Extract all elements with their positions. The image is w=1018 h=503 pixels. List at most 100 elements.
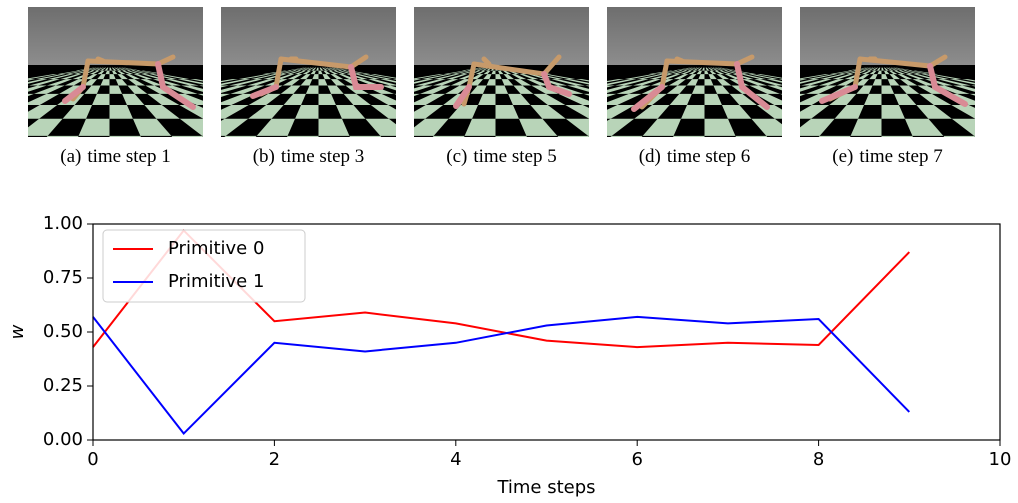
floor-tile (696, 70, 703, 75)
floor-tile (857, 67, 872, 71)
floor-tile (65, 70, 86, 75)
floor-tile (692, 67, 700, 71)
floor-tile (246, 79, 276, 86)
floor-tile (84, 74, 98, 80)
floor-tile (248, 93, 281, 105)
floor-tile (318, 93, 336, 105)
floor-tile (881, 135, 913, 137)
floor-tile (919, 93, 952, 105)
robot-leg (348, 64, 384, 90)
floor-tile (893, 70, 906, 75)
floor-tile (575, 79, 589, 82)
floor-tile (886, 67, 894, 71)
floor-tile (128, 79, 146, 86)
floor-tile (432, 135, 465, 137)
x-tick-label: 10 (989, 449, 1012, 470)
floor-tile (514, 79, 532, 86)
floor-tile (666, 85, 687, 94)
floor-tile (888, 70, 898, 75)
floor-tile (28, 118, 63, 136)
scene-image (0, 7, 396, 137)
floor-tile (607, 118, 635, 136)
floor-tile (97, 70, 105, 75)
floor-tile (394, 93, 396, 95)
floor-tile (883, 67, 889, 71)
floor-tile (704, 79, 714, 86)
floor-tile (673, 135, 705, 137)
floor-tile (486, 79, 496, 86)
floor-tile (446, 74, 468, 80)
robot-foot (250, 84, 279, 99)
floor-tile (121, 70, 134, 75)
floor-tile (90, 67, 102, 71)
floor-tile (123, 67, 142, 71)
scene-image (0, 7, 203, 137)
robot-leg (674, 56, 685, 64)
floor-tile (714, 70, 725, 75)
floor-tile (355, 79, 382, 86)
y-tick-label: 0.50 (43, 321, 83, 342)
floor-tile (283, 93, 306, 105)
floor-tile (664, 70, 683, 75)
floor-tile (712, 67, 724, 71)
floor-tile (117, 74, 129, 80)
floor-tile (503, 74, 515, 80)
floor-tile (797, 136, 864, 157)
floor-tile (709, 70, 717, 75)
floor-tile (756, 105, 782, 119)
floor-tile (531, 85, 559, 94)
floor-tile (800, 105, 830, 119)
floor-tile (818, 135, 851, 137)
floor-tile (935, 85, 970, 94)
floor-tile (533, 93, 566, 105)
floor-tile (495, 135, 527, 137)
floor-tile (905, 74, 925, 80)
floor-tile (483, 74, 492, 80)
floor-tile (754, 93, 782, 105)
floor-tile (986, 105, 1018, 119)
floor-tile (708, 74, 717, 80)
floor-tile (0, 86, 11, 94)
floor-tile (100, 79, 110, 86)
floor-tile (111, 70, 118, 75)
floor-tile (464, 118, 496, 136)
floor-tile (414, 105, 444, 119)
floor-tile (729, 93, 757, 105)
x-tick-label: 8 (813, 449, 824, 470)
floor-tile (286, 67, 305, 71)
floor-tile (800, 93, 806, 97)
floor-tile (118, 67, 132, 71)
floor-tile (818, 79, 845, 86)
floor-tile (328, 67, 343, 71)
floor-tile (887, 79, 900, 86)
panel-caption-text: time step 6 (667, 146, 750, 167)
floor-tile (0, 119, 14, 136)
floor-tile (632, 79, 662, 86)
floor-tile (883, 70, 890, 75)
floor-tile (861, 70, 872, 75)
panel-label: (a) (60, 146, 81, 167)
floor-tile (805, 85, 837, 94)
floor-tile (46, 79, 73, 86)
robot-foot (62, 84, 86, 104)
floor-tile (109, 67, 112, 71)
y-axis-label: w (7, 324, 28, 339)
floor-tile (491, 70, 496, 75)
floor-tile (221, 118, 249, 136)
floor-tile (607, 105, 635, 119)
floor-tile (120, 67, 137, 71)
floor-tile (109, 135, 141, 137)
floor-tile (414, 85, 433, 92)
floor-tile (311, 67, 317, 71)
floor-tile (836, 79, 857, 86)
floor-tile (127, 85, 148, 94)
floor-tile (688, 70, 698, 75)
floor-tile (876, 67, 881, 71)
robot-foot (453, 84, 472, 109)
floor-tile (295, 105, 319, 119)
floor-tile (567, 85, 589, 92)
floor-tile (749, 85, 781, 94)
floor-tile (881, 85, 895, 94)
floor-tile (607, 93, 617, 97)
